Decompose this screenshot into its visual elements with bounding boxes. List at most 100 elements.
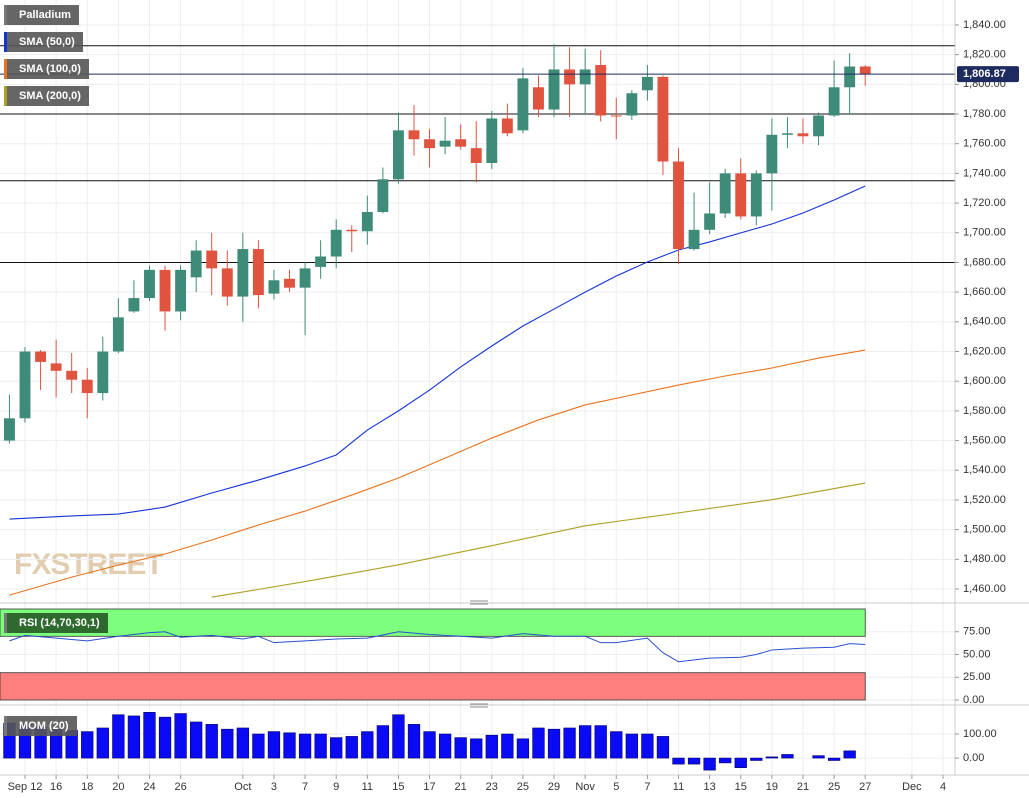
x-tick-label: 21 bbox=[455, 781, 467, 793]
momentum-bar bbox=[470, 738, 483, 759]
momentum-bar bbox=[625, 733, 638, 759]
x-tick-label: 3 bbox=[271, 781, 277, 793]
candle-body bbox=[206, 250, 218, 269]
candle-body bbox=[704, 213, 716, 230]
x-tick-label: 15 bbox=[392, 781, 404, 793]
momentum-bar bbox=[827, 757, 841, 761]
momentum-bar bbox=[532, 727, 545, 759]
candle-body bbox=[392, 130, 404, 180]
x-tick-label: 4 bbox=[940, 781, 946, 793]
y-tick-label: 100.00 bbox=[963, 728, 997, 740]
candle-body bbox=[564, 69, 576, 85]
candle-body bbox=[144, 269, 155, 299]
watermark: FXSTREET bbox=[14, 548, 163, 581]
y-tick-label: 1,680.00 bbox=[963, 256, 1006, 268]
momentum-bar bbox=[236, 727, 249, 759]
momentum-bar bbox=[438, 733, 452, 759]
legend-item[interactable]: Palladium bbox=[4, 5, 79, 25]
legend-item[interactable]: MOM (20) bbox=[4, 716, 77, 736]
momentum-bar bbox=[252, 733, 265, 759]
last-price-box bbox=[957, 66, 1019, 83]
momentum-bar bbox=[112, 714, 125, 759]
candle-body bbox=[159, 269, 171, 312]
x-tick-label: 20 bbox=[112, 781, 124, 793]
x-tick-label: 13 bbox=[704, 781, 716, 793]
y-tick-label: 1,640.00 bbox=[963, 316, 1006, 328]
candle-body bbox=[3, 418, 15, 441]
candle-body bbox=[688, 229, 700, 250]
candle-body bbox=[657, 76, 669, 162]
y-tick-label: 1,700.00 bbox=[963, 227, 1006, 239]
legend-item[interactable]: RSI (14,70,30,1) bbox=[4, 613, 108, 633]
momentum-bar bbox=[594, 725, 607, 759]
candle-body bbox=[128, 298, 140, 312]
momentum-bar bbox=[345, 736, 358, 759]
momentum-bar bbox=[314, 733, 327, 759]
momentum-bar bbox=[454, 737, 467, 759]
y-tick-label: 1,620.00 bbox=[963, 345, 1006, 357]
rsi-panel bbox=[0, 608, 955, 701]
candle-body bbox=[268, 280, 280, 294]
axes: 1,460.00 1,480.00 1,500.00 1,520.00 1,540.00… bbox=[8, 19, 1019, 793]
x-tick-label: 23 bbox=[486, 781, 498, 793]
x-tick-label: 26 bbox=[174, 781, 186, 793]
candle-body bbox=[97, 351, 109, 394]
candle-body bbox=[797, 133, 809, 137]
momentum-bar bbox=[283, 732, 296, 759]
momentum-bar bbox=[221, 728, 234, 759]
x-tick-label: 9 bbox=[333, 781, 339, 793]
momentum-bar bbox=[81, 731, 94, 759]
x-tick-label: 7 bbox=[644, 781, 650, 793]
legend-item[interactable]: SMA (100,0) bbox=[4, 59, 89, 79]
candle-body bbox=[828, 87, 840, 116]
momentum-bar bbox=[205, 724, 218, 759]
x-tick-label: 25 bbox=[517, 781, 529, 793]
x-tick-label: 27 bbox=[859, 781, 871, 793]
candle-body bbox=[221, 268, 233, 297]
x-tick-label: 7 bbox=[302, 781, 308, 793]
x-tick-label: Oct bbox=[234, 781, 251, 793]
x-tick-label: 29 bbox=[548, 781, 560, 793]
mom-panel bbox=[0, 712, 955, 771]
momentum-bar bbox=[547, 728, 561, 759]
sma-line bbox=[211, 482, 866, 598]
candle-body bbox=[112, 317, 124, 352]
momentum-bar bbox=[485, 734, 498, 759]
y-tick-label: 1,780.00 bbox=[963, 108, 1006, 120]
momentum-bar bbox=[703, 757, 716, 771]
candle-body bbox=[455, 139, 467, 147]
x-tick-label: 21 bbox=[797, 781, 809, 793]
momentum-bar bbox=[812, 755, 825, 759]
last-price-label: 1,806.87 bbox=[963, 68, 1006, 80]
candle-body bbox=[252, 249, 264, 296]
y-tick-label: 1,500.00 bbox=[963, 524, 1006, 536]
x-tick-label: 5 bbox=[613, 781, 619, 793]
y-tick-label: 1,600.00 bbox=[963, 375, 1006, 387]
y-tick-label: 1,720.00 bbox=[963, 197, 1006, 209]
candle-body bbox=[813, 115, 824, 137]
momentum-bar bbox=[267, 731, 281, 759]
momentum-bar bbox=[96, 727, 109, 759]
x-tick-label: 16 bbox=[50, 781, 62, 793]
candle-body bbox=[19, 351, 31, 419]
candle-body bbox=[408, 130, 420, 140]
x-tick-label: 15 bbox=[735, 781, 747, 793]
candle-body bbox=[719, 173, 731, 214]
legend-item[interactable]: SMA (200,0) bbox=[4, 86, 89, 106]
y-tick-label: 1,520.00 bbox=[963, 494, 1006, 506]
candle-body bbox=[750, 173, 762, 217]
candle-body bbox=[237, 249, 249, 297]
candle-body bbox=[501, 118, 513, 134]
legend-item[interactable]: SMA (50,0) bbox=[4, 32, 83, 52]
y-tick-label: 1,840.00 bbox=[963, 19, 1006, 31]
momentum-bar bbox=[376, 725, 390, 759]
y-tick-label: 1,760.00 bbox=[963, 138, 1006, 150]
candle-body bbox=[346, 229, 358, 232]
x-tick-label: 11 bbox=[362, 781, 373, 793]
momentum-bar bbox=[127, 715, 141, 759]
y-tick-label: 1,580.00 bbox=[963, 405, 1006, 417]
y-tick-label: 1,820.00 bbox=[963, 49, 1006, 61]
x-tick-label: Dec bbox=[902, 781, 922, 793]
